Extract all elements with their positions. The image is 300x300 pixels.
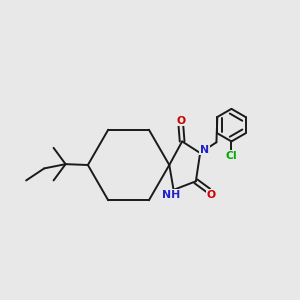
Text: O: O (206, 190, 215, 200)
Text: Cl: Cl (226, 151, 237, 161)
Text: NH: NH (162, 190, 181, 200)
Text: N: N (200, 145, 209, 154)
Text: O: O (176, 116, 185, 126)
